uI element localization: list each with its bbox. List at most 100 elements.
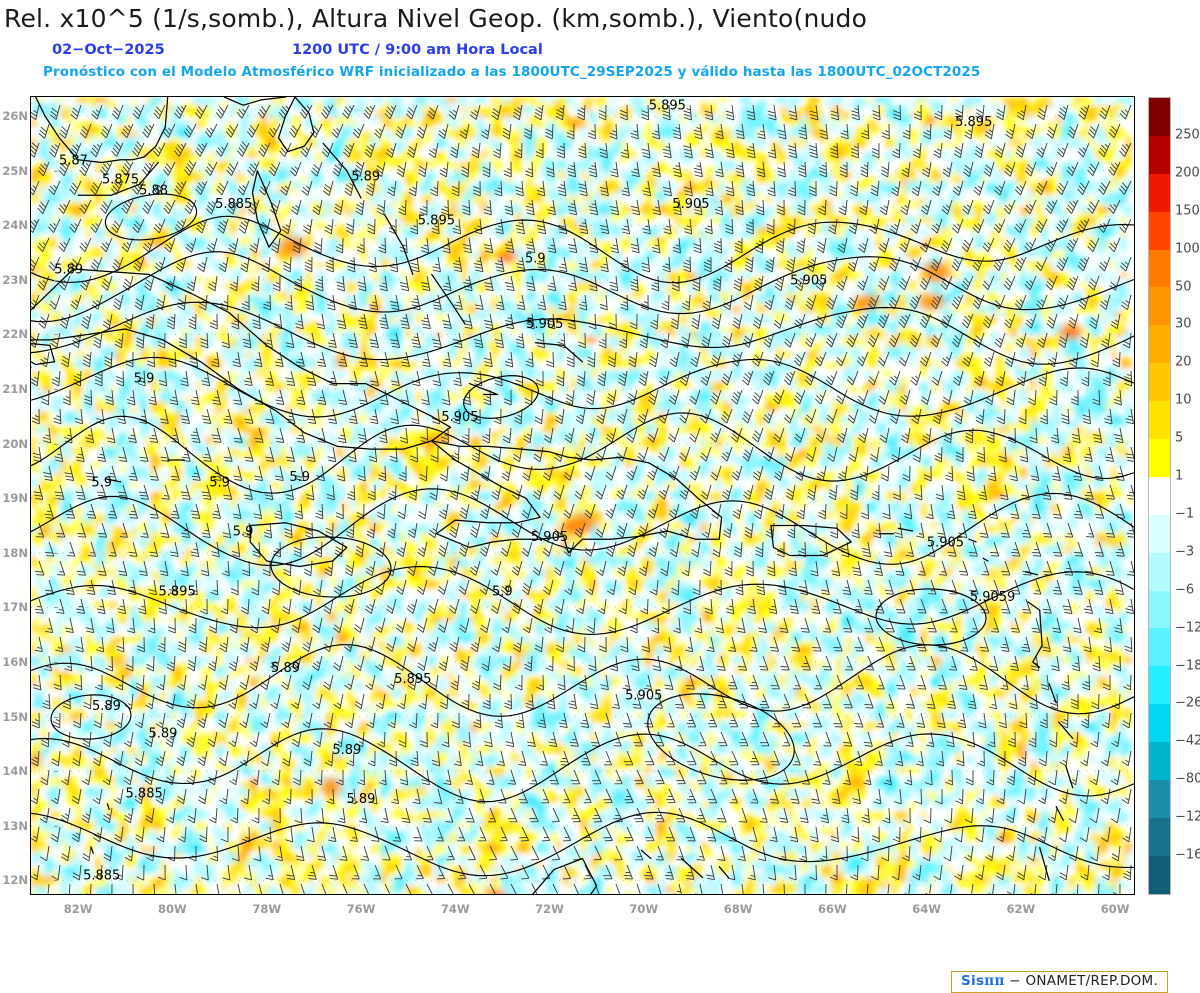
contour-label: 5.895 [649, 99, 686, 114]
logo-org: ONAMET/REP.DOM. [1025, 973, 1158, 989]
lon-tick-label: 74W [441, 902, 470, 916]
contour-label: 5.88 [139, 183, 168, 198]
contour-label: 5.9 [233, 524, 254, 539]
colorbar-tick-label: 250 [1175, 127, 1200, 142]
lon-tick-label: 72W [535, 902, 564, 916]
colorbar-tick-label: −42 [1175, 734, 1200, 749]
contour-label: 5.885 [83, 868, 120, 883]
contour-label: 5.89 [54, 262, 83, 277]
lat-tick-label: 15N [2, 710, 28, 724]
colorbar-tick-label: 20 [1175, 355, 1192, 370]
lon-tick-label: 66W [818, 902, 847, 916]
contour-label: 5.9 [289, 470, 310, 485]
lat-tick-label: 21N [2, 382, 28, 396]
lat-tick [54, 225, 58, 226]
contour-label: 5.905 [625, 688, 662, 703]
colorbar [1148, 97, 1171, 895]
colorbar-segment [1149, 401, 1170, 439]
contour-label: 5.87 [59, 153, 88, 168]
contour-label: 5.895 [418, 213, 455, 228]
lat-tick [54, 389, 58, 390]
lon-tick-label: 76W [347, 902, 376, 916]
colorbar-tick-label: −12 [1175, 620, 1200, 635]
contour-label: 5.9 [134, 372, 155, 387]
lon-tick-label: 60W [1101, 902, 1130, 916]
contour-label: 5.905 [790, 273, 827, 288]
colorbar-tick-label: −6 [1175, 582, 1194, 597]
lat-tick-label: 16N [2, 655, 28, 669]
colorbar-segment [1149, 287, 1170, 325]
lat-tick [54, 444, 58, 445]
colorbar-tick-label: 30 [1175, 317, 1192, 332]
colorbar-tick-label: −1 [1175, 506, 1194, 521]
colorbar-tick-label: 50 [1175, 279, 1192, 294]
lat-tick [54, 498, 58, 499]
contour-label: 5.89 [351, 170, 380, 185]
colorbar-segment [1149, 742, 1170, 780]
colorbar-segment [1149, 363, 1170, 401]
contour-label: 5.895 [159, 585, 196, 600]
colorbar-segment [1149, 591, 1170, 629]
colorbar-tick-label: −18 [1175, 658, 1200, 673]
lat-tick-label: 23N [2, 273, 28, 287]
lat-tick-label: 20N [2, 437, 28, 451]
contour-label: 5.89 [271, 661, 300, 676]
colorbar-tick-label: 200 [1175, 165, 1200, 180]
contour-label: 5.9 [91, 475, 112, 490]
model-note: Pronóstico con el Modelo Atmosférico WRF… [43, 64, 1200, 80]
contour-label: 5.885 [215, 197, 252, 212]
colorbar-tick-label: −160 [1175, 848, 1200, 863]
colorbar-segment [1149, 250, 1170, 288]
lat-tick-label: 22N [2, 327, 28, 341]
colorbar-tick-label: −80 [1175, 772, 1200, 787]
lat-tick [54, 334, 58, 335]
colorbar-tick-label: −3 [1175, 544, 1194, 559]
lat-tick [54, 771, 58, 772]
contour-label: 5.875 [102, 172, 139, 187]
contour-label: 5.895 [394, 672, 431, 687]
colorbar-tick-label: 5 [1175, 431, 1183, 446]
lat-tick-label: 25N [2, 164, 28, 178]
contour-label: 5.885 [126, 787, 163, 802]
contour-label: 5.9 [209, 475, 230, 490]
colorbar-segment [1149, 666, 1170, 704]
lat-tick [54, 717, 58, 718]
lat-tick-label: 19N [2, 491, 28, 505]
colorbar-segment [1149, 477, 1170, 515]
colorbar-segment [1149, 818, 1170, 856]
colorbar-segment [1149, 553, 1170, 591]
contour-label: 5.9 [492, 585, 513, 600]
contour-label: 5.905 [441, 410, 478, 425]
colorbar-segment [1149, 439, 1170, 477]
lon-tick-label: 80W [158, 902, 187, 916]
colorbar-tick-label: 10 [1175, 393, 1192, 408]
colorbar-segment [1149, 325, 1170, 363]
lat-tick-label: 14N [2, 764, 28, 778]
forecast-date: 02−Oct−2025 [52, 42, 165, 58]
colorbar-tick-label: 100 [1175, 241, 1200, 256]
lon-tick-label: 82W [64, 902, 93, 916]
colorbar-segment [1149, 212, 1170, 250]
attribution-logo: Sisππ − ONAMET/REP.DOM. [951, 971, 1168, 993]
lat-tick-label: 12N [2, 873, 28, 887]
lat-tick-label: 26N [2, 109, 28, 123]
colorbar-tick-label: 1 [1175, 469, 1183, 484]
colorbar-segment [1149, 98, 1170, 136]
lon-tick-label: 68W [724, 902, 753, 916]
contour-label: 5.89 [149, 726, 178, 741]
colorbar-segment [1149, 174, 1170, 212]
logo-separator: − [1005, 973, 1026, 989]
lon-tick-label: 78W [252, 902, 281, 916]
lat-tick [54, 280, 58, 281]
lat-tick-label: 13N [2, 819, 28, 833]
lat-tick [54, 607, 58, 608]
colorbar-tick-label: −26 [1175, 696, 1200, 711]
colorbar-segment [1149, 856, 1170, 894]
contour-label: 5.905 [526, 317, 563, 332]
contour-label: 5.89 [332, 743, 361, 758]
logo-brand: Sis [961, 973, 984, 989]
colorbar-segment [1149, 780, 1170, 818]
